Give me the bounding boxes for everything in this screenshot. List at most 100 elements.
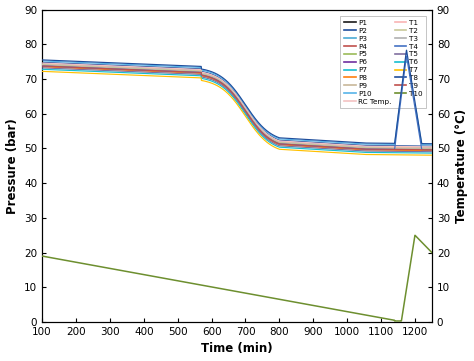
- T8: [219, 74, 224, 79]
- T3: [59, 64, 65, 69]
- P4: [39, 64, 45, 68]
- P10: [429, 143, 435, 147]
- Line: T9: T9: [42, 66, 432, 150]
- T3: [429, 147, 435, 152]
- T7: [418, 153, 423, 157]
- T5: [59, 66, 65, 71]
- T10: [418, 239, 424, 244]
- RC Temp.: [429, 145, 435, 149]
- P6: [229, 90, 235, 95]
- T10: [418, 239, 424, 243]
- T10: [59, 257, 65, 262]
- Line: T8: T8: [42, 50, 432, 144]
- P1: [429, 147, 435, 151]
- T2: [429, 146, 435, 151]
- T6: [418, 151, 423, 155]
- Line: P8: P8: [42, 67, 432, 151]
- Line: P10: P10: [42, 51, 432, 145]
- T7: [39, 69, 45, 74]
- T5: [39, 66, 45, 70]
- P2: [429, 144, 435, 148]
- P3: [59, 62, 65, 67]
- RC Temp.: [229, 87, 235, 91]
- T7: [229, 95, 235, 100]
- Line: T3: T3: [42, 65, 432, 149]
- T10: [39, 254, 45, 258]
- RC Temp.: [39, 61, 45, 65]
- T8: [418, 136, 424, 140]
- T4: [219, 81, 224, 85]
- T10: [219, 287, 224, 291]
- P2: [219, 77, 224, 81]
- T5: [219, 83, 224, 87]
- Line: T5: T5: [42, 68, 432, 152]
- P1: [39, 63, 45, 67]
- RC Temp.: [418, 144, 423, 149]
- P2: [229, 86, 235, 91]
- P2: [418, 144, 423, 148]
- P10: [229, 85, 235, 89]
- T2: [418, 146, 423, 151]
- P7: [418, 146, 423, 150]
- X-axis label: Time (min): Time (min): [201, 343, 273, 356]
- Line: P1: P1: [42, 65, 432, 149]
- T10: [346, 310, 352, 314]
- P4: [429, 147, 435, 152]
- RC Temp.: [418, 144, 423, 149]
- T4: [59, 65, 65, 69]
- P3: [429, 145, 435, 150]
- P8: [39, 65, 45, 69]
- P10: [346, 141, 352, 145]
- RC Temp.: [219, 78, 224, 82]
- Legend: P1, P2, P3, P4, P5, P6, P7, P8, P9, P10, RC Temp., T1, T2, T3, T4, T5, T6, T7, T: P1, P2, P3, P4, P5, P6, P7, P8, P9, P10,…: [340, 16, 426, 108]
- T1: [346, 144, 352, 148]
- P8: [429, 148, 435, 153]
- T5: [418, 149, 423, 154]
- T9: [229, 90, 235, 94]
- T1: [219, 79, 224, 83]
- P4: [59, 65, 65, 69]
- Line: T7: T7: [42, 71, 432, 155]
- T2: [229, 88, 235, 93]
- P1: [418, 147, 423, 151]
- T6: [346, 149, 352, 154]
- T4: [418, 142, 424, 146]
- P5: [418, 146, 423, 151]
- P1: [219, 80, 224, 84]
- P7: [418, 146, 423, 150]
- T4: [429, 148, 435, 152]
- T4: [346, 146, 352, 150]
- P1: [346, 145, 352, 149]
- T3: [346, 145, 352, 150]
- P10: [59, 60, 65, 64]
- T4: [39, 64, 45, 68]
- T2: [59, 63, 65, 68]
- T9: [429, 148, 435, 152]
- RC Temp.: [59, 62, 65, 66]
- T8: [346, 140, 352, 144]
- P2: [418, 144, 423, 148]
- T2: [39, 62, 45, 67]
- T6: [59, 68, 65, 72]
- T9: [219, 81, 224, 85]
- P9: [219, 79, 224, 84]
- T6: [229, 93, 235, 97]
- T8: [59, 58, 65, 63]
- T6: [219, 84, 224, 88]
- Line: P3: P3: [42, 64, 432, 148]
- T6: [418, 151, 423, 155]
- Line: P9: P9: [42, 65, 432, 149]
- T1: [39, 62, 45, 66]
- T2: [219, 79, 224, 83]
- P4: [418, 147, 423, 152]
- P8: [219, 82, 224, 86]
- P5: [219, 79, 224, 84]
- T10: [229, 288, 235, 293]
- P3: [39, 62, 45, 66]
- P8: [418, 148, 423, 153]
- T9: [39, 64, 45, 68]
- T3: [418, 147, 423, 151]
- T7: [219, 86, 224, 90]
- Y-axis label: Pressure (bar): Pressure (bar): [6, 118, 18, 214]
- T8: [39, 58, 45, 62]
